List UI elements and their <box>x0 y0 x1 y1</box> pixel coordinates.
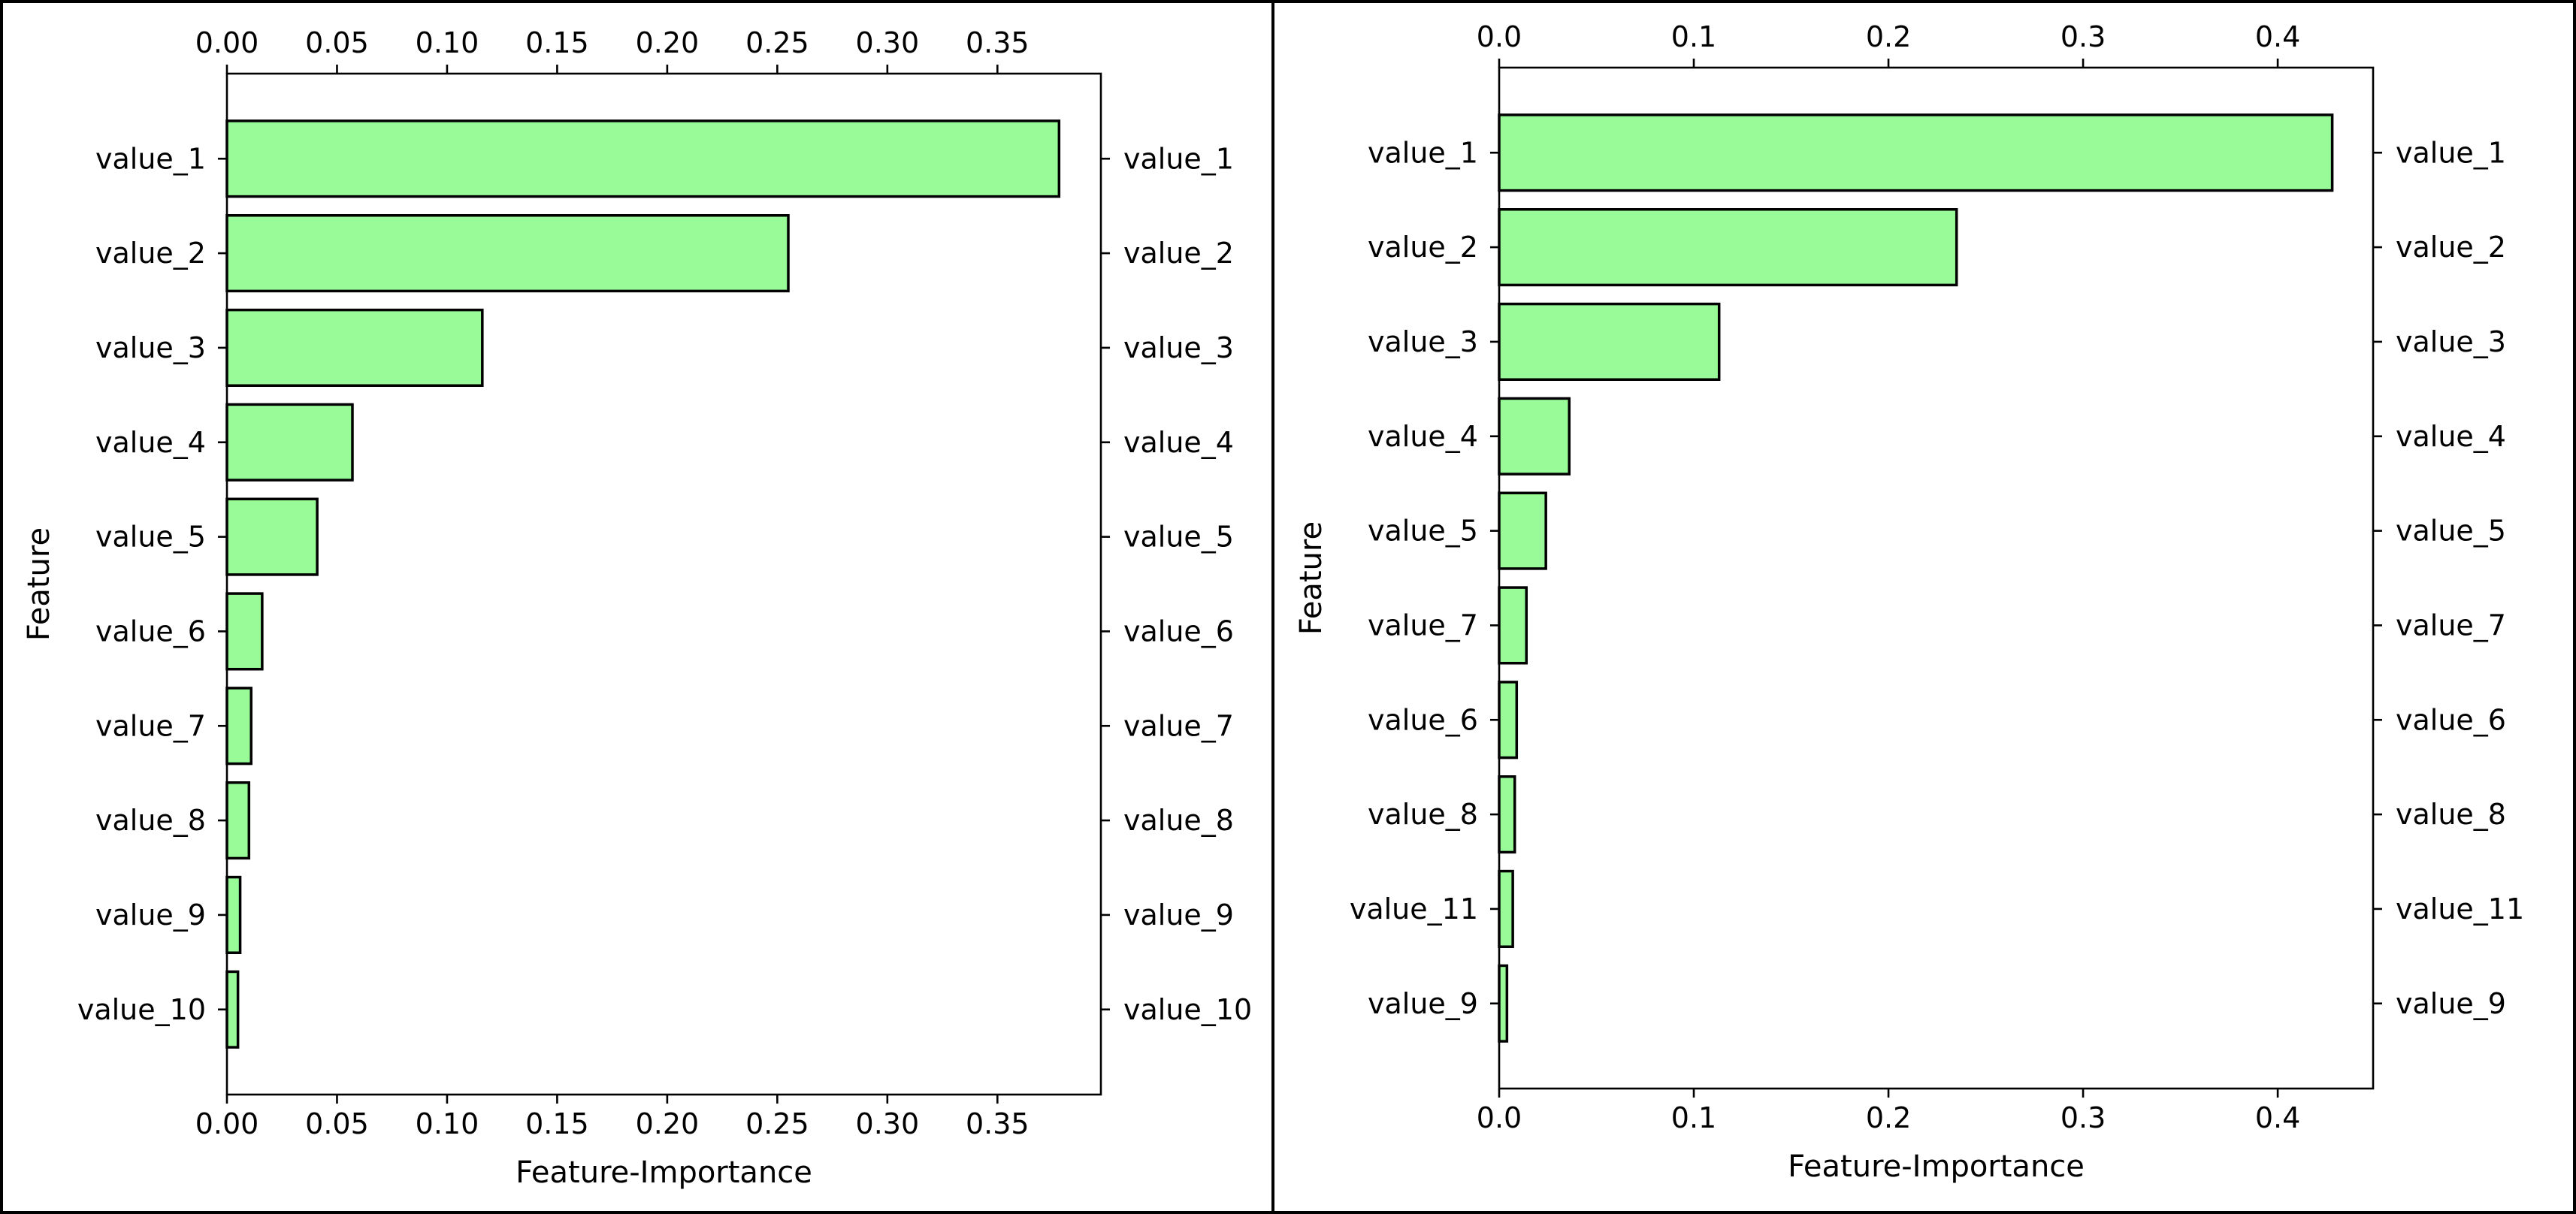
x-tick-label-top: 0.0 <box>1477 20 1522 53</box>
bar-value_2 <box>225 214 790 293</box>
y-axis-label: Feature <box>1294 521 1329 635</box>
bar-value_10 <box>225 970 240 1049</box>
y-tick-label-left: value_6 <box>95 615 206 648</box>
y-tick-label-right: value_3 <box>1123 331 1234 364</box>
x-tick-label-top: 0.15 <box>525 26 589 59</box>
y-tick-label-left: value_8 <box>95 804 206 837</box>
y-tick-label-right: value_9 <box>2396 987 2506 1020</box>
y-tick-label-left: value_11 <box>1350 892 1478 926</box>
y-tick-label-left: value_9 <box>95 898 206 932</box>
plot-frame <box>225 72 1102 1096</box>
y-tick-label-right: value_11 <box>2396 892 2524 926</box>
bar-value_11 <box>1498 869 1514 949</box>
x-tick-label-top: 0.35 <box>966 26 1029 59</box>
y-tick-label-right: value_6 <box>2396 703 2506 736</box>
x-tick-label-top: 0.1 <box>1671 20 1716 53</box>
y-tick-label-left: value_10 <box>77 993 206 1026</box>
y-tick-label-right: value_2 <box>1123 237 1234 270</box>
y-tick-label-left: value_5 <box>1368 515 1478 548</box>
y-tick-label-left: value_9 <box>1368 987 1478 1020</box>
y-axis-label: Feature <box>22 527 56 641</box>
bar-value_7 <box>1498 586 1528 665</box>
y-tick-label-right: value_7 <box>2396 609 2506 642</box>
x-tick-label-bottom: 0.35 <box>966 1107 1029 1140</box>
y-tick-label-right: value_1 <box>1123 142 1234 175</box>
x-tick-label-bottom: 0.05 <box>305 1107 369 1140</box>
y-tick-label-right: value_8 <box>1123 804 1234 837</box>
y-tick-label-right: value_9 <box>1123 898 1234 932</box>
y-tick-label-left: value_1 <box>1368 136 1478 169</box>
x-tick-label-bottom: 0.2 <box>1866 1101 1911 1134</box>
x-tick-label-top: 0.00 <box>195 26 259 59</box>
y-tick-label-right: value_7 <box>1123 709 1234 742</box>
bar-value_1 <box>1498 113 2334 192</box>
y-tick-label-left: value_6 <box>1368 703 1478 736</box>
x-tick-label-bottom: 0.30 <box>856 1107 920 1140</box>
x-tick-label-bottom: 0.20 <box>636 1107 700 1140</box>
plot-frame <box>1498 66 2375 1090</box>
bar-value_3 <box>1498 302 1721 382</box>
x-tick-label-top: 0.25 <box>745 26 809 59</box>
y-tick-label-left: value_7 <box>95 709 206 742</box>
y-tick-label-left: value_1 <box>95 142 206 175</box>
bar-value_7 <box>225 687 252 766</box>
x-tick-label-bottom: 0.3 <box>2060 1101 2106 1134</box>
y-tick-label-right: value_5 <box>2396 515 2506 548</box>
x-tick-label-top: 0.4 <box>2255 20 2300 53</box>
x-tick-label-bottom: 0.10 <box>416 1107 479 1140</box>
x-axis-label: Feature-Importance <box>516 1155 812 1190</box>
x-tick-label-top: 0.3 <box>2060 20 2106 53</box>
bar-value_5 <box>1498 491 1547 570</box>
y-tick-label-left: value_4 <box>1368 420 1478 453</box>
bar-value_1 <box>225 119 1061 198</box>
y-tick-label-right: value_10 <box>1123 993 1252 1026</box>
x-tick-label-bottom: 0.00 <box>195 1107 259 1140</box>
y-tick-label-right: value_5 <box>1123 521 1234 554</box>
left-panel-frame <box>0 0 1274 1214</box>
x-tick-label-bottom: 0.25 <box>745 1107 809 1140</box>
x-tick-label-bottom: 0.0 <box>1477 1101 1522 1134</box>
y-tick-label-right: value_3 <box>2396 325 2506 358</box>
y-tick-label-left: value_4 <box>95 426 206 459</box>
y-tick-label-left: value_3 <box>1368 325 1478 358</box>
bar-value_8 <box>1498 775 1516 854</box>
y-tick-label-right: value_4 <box>2396 420 2506 453</box>
y-tick-label-left: value_8 <box>1368 798 1478 831</box>
bar-value_6 <box>225 592 264 671</box>
y-tick-label-right: value_4 <box>1123 426 1234 459</box>
y-tick-label-left: value_5 <box>95 521 206 554</box>
bar-value_8 <box>225 781 251 860</box>
y-tick-label-right: value_8 <box>2396 798 2506 831</box>
x-axis-label: Feature-Importance <box>1788 1149 2085 1184</box>
y-tick-label-right: value_2 <box>2396 231 2506 264</box>
x-tick-label-bottom: 0.4 <box>2255 1101 2300 1134</box>
bar-value_6 <box>1498 681 1519 760</box>
x-tick-label-top: 0.10 <box>416 26 479 59</box>
y-tick-label-left: value_2 <box>1368 231 1478 264</box>
right-panel-frame <box>1271 0 2576 1214</box>
bar-value_2 <box>1498 208 1958 287</box>
y-tick-label-right: value_1 <box>2396 136 2506 169</box>
bar-value_9 <box>1498 964 1509 1043</box>
bar-value_4 <box>1498 397 1571 476</box>
x-tick-label-bottom: 0.1 <box>1671 1101 1716 1134</box>
x-tick-label-bottom: 0.15 <box>525 1107 589 1140</box>
y-tick-label-left: value_7 <box>1368 609 1478 642</box>
x-tick-label-top: 0.05 <box>305 26 369 59</box>
bar-value_4 <box>225 403 354 482</box>
bar-value_5 <box>225 497 319 576</box>
x-tick-label-top: 0.20 <box>636 26 700 59</box>
bar-value_9 <box>225 875 242 955</box>
y-tick-label-right: value_6 <box>1123 615 1234 648</box>
x-tick-label-top: 0.2 <box>1866 20 1911 53</box>
bar-value_3 <box>225 308 484 388</box>
x-tick-label-top: 0.30 <box>856 26 920 59</box>
y-tick-label-left: value_3 <box>95 331 206 364</box>
y-tick-label-left: value_2 <box>95 237 206 270</box>
